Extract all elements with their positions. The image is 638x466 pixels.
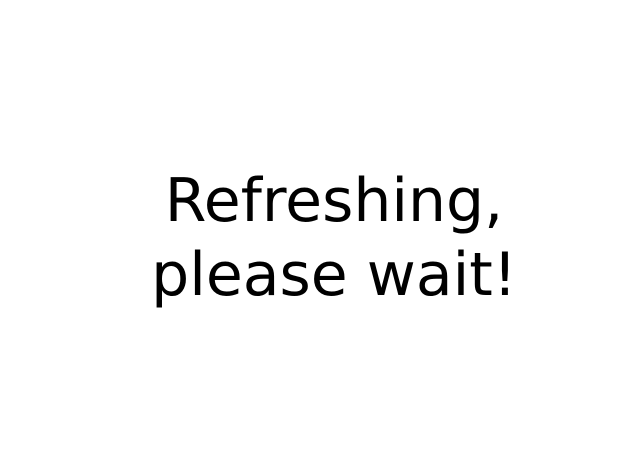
message-line-1: Refreshing, [164,166,504,236]
message-line-2: please wait! [151,240,517,310]
refresh-message: Refreshing, please wait! [0,164,638,312]
